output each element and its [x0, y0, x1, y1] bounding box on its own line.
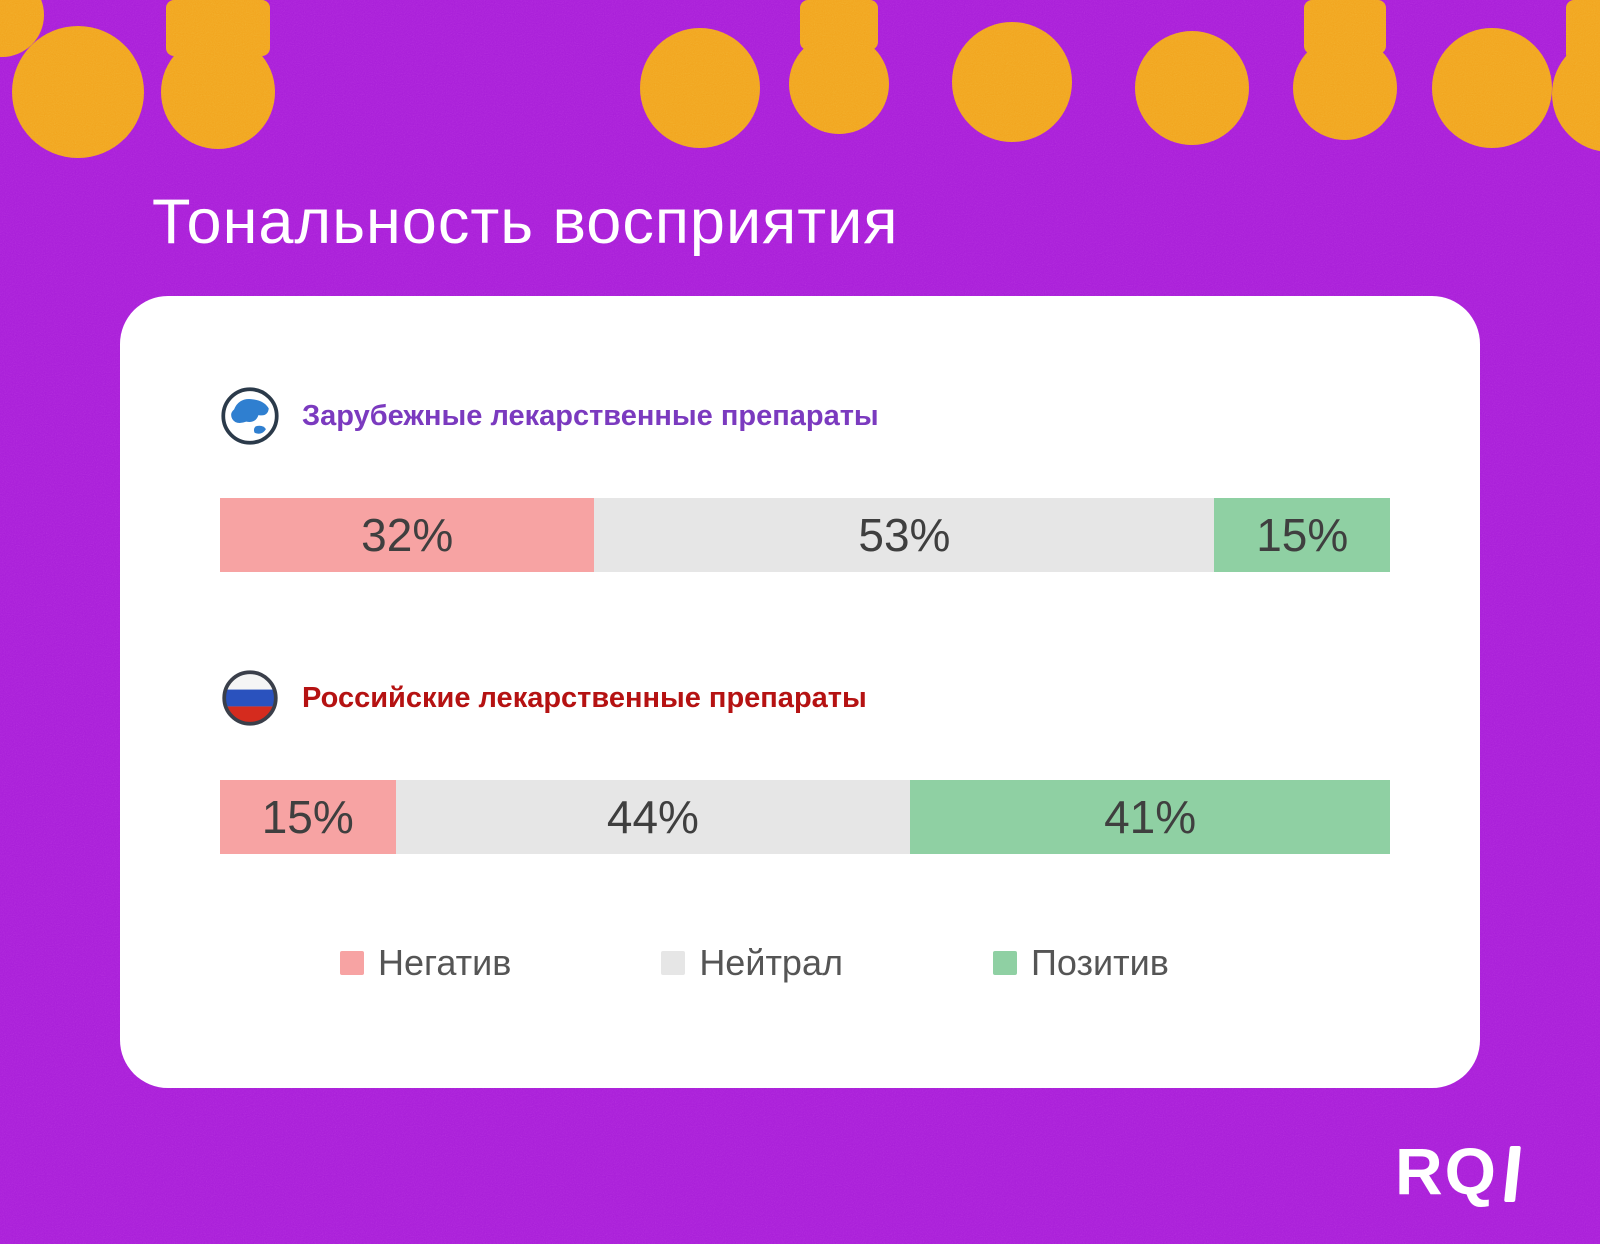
legend-label-positive: Позитив [1030, 942, 1169, 983]
bar-value-label: 53% [858, 509, 951, 561]
chart-legend: Негатив Нейтрал Позитив [340, 942, 1390, 984]
group-header-russian: Российские лекарственные препараты [220, 668, 1390, 728]
legend-swatch-negative [340, 951, 364, 975]
legend-label-negative: Негатив [378, 942, 512, 983]
legend-item-positive: Позитив [992, 942, 1169, 984]
group-header-foreign: Зарубежные лекарственные препараты [220, 386, 1390, 446]
legend-item-negative: Негатив [340, 942, 511, 984]
decorative-blobs [0, 0, 1600, 158]
group-label-foreign: Зарубежные лекарственные препараты [302, 399, 879, 432]
bar-segment-negative: 15% [220, 780, 396, 854]
chart-group-russian: Российские лекарственные препараты 15% 4… [220, 668, 1390, 854]
legend-swatch-positive [992, 951, 1017, 975]
bar-segment-negative: 32% [220, 498, 595, 572]
group-label-russian: Российские лекарственные препараты [302, 681, 867, 714]
rq-logo: RQ [1395, 1134, 1521, 1208]
legend-swatch-neutral [661, 951, 686, 975]
bar-value-label: 32% [361, 509, 454, 561]
bar-segment-positive: 15% [1214, 498, 1390, 572]
rq-logo-text: RQ [1395, 1134, 1498, 1208]
bar-value-label: 44% [606, 791, 699, 843]
stacked-bar-russian: 15% 44% 41% [220, 780, 1390, 854]
legend-item-neutral: Нейтрал [661, 942, 843, 984]
chart-card: Зарубежные лекарственные препараты 32% 5… [120, 296, 1480, 1088]
bar-value-label: 41% [1104, 791, 1197, 843]
russia-flag-icon [220, 668, 280, 728]
bar-segment-neutral: 53% [594, 498, 1215, 572]
bar-value-label: 15% [1256, 509, 1349, 561]
stacked-bar-foreign: 32% 53% 15% [220, 498, 1390, 572]
bar-value-label: 15% [261, 791, 354, 843]
bar-segment-positive: 41% [910, 780, 1390, 854]
page-title: Тональность восприятия [152, 187, 899, 257]
chart-group-foreign: Зарубежные лекарственные препараты 32% 5… [220, 386, 1390, 572]
rq-logo-mark [1504, 1146, 1521, 1202]
legend-label-neutral: Нейтрал [699, 942, 843, 983]
bar-segment-neutral: 44% [395, 780, 911, 854]
globe-icon [220, 386, 280, 446]
